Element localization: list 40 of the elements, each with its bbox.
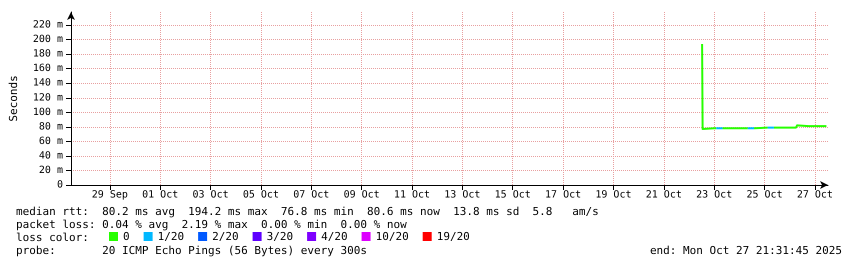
x-tick-label: 29 Sep — [92, 190, 128, 200]
x-tick-label: 07 Oct — [293, 190, 330, 200]
y-tick-label: 60 m — [38, 136, 63, 147]
y-tick-label: 80 m — [38, 121, 63, 132]
legend-label: 0 — [123, 230, 130, 243]
legend-label: 3/20 — [266, 230, 294, 243]
y-tick-label: 100 m — [32, 106, 63, 118]
x-tick-label: 05 Oct — [242, 190, 279, 200]
x-tick-label: 25 Oct — [746, 190, 783, 200]
x-tick-label: 01 Oct — [142, 190, 178, 200]
x-tick-label: 15 Oct — [494, 190, 531, 200]
x-tick-label: 21 Oct — [646, 190, 682, 200]
x-tick-label: 19 Oct — [595, 190, 632, 200]
y-tick-label: 220 m — [32, 20, 63, 31]
text: packet loss: 0.04 % avg 2.19 % max 0.00 % min 0.00 % now — [16, 218, 407, 231]
text: end: Mon Oct 27 21:31:45 2025 — [650, 244, 842, 257]
legend-label: 10/20 — [376, 230, 409, 243]
legend-label: 19/20 — [436, 230, 470, 243]
legend-label: 2/20 — [212, 230, 239, 243]
y-tick-label: 180 m — [32, 48, 63, 60]
x-tick-label: 03 Oct — [192, 190, 229, 200]
y-tick-label: 40 m — [38, 150, 63, 162]
x-tick-label: 09 Oct — [344, 190, 380, 200]
legend-label: 1/20 — [158, 230, 184, 243]
y-tick-label: 160 m — [32, 63, 63, 74]
y-tick-label: 200 m — [32, 34, 63, 46]
y-tick-label: 140 m — [32, 78, 63, 89]
x-tick-label: 17 Oct — [545, 190, 582, 200]
text: probe: 20 ICMP Echo Pings (56 Bytes) every 300s — [16, 244, 367, 257]
x-tick-label: 23 Oct — [696, 190, 732, 200]
legend-title: loss color: — [16, 231, 89, 244]
y-axis-title: Seconds — [7, 75, 20, 122]
y-tick-label: 120 m — [32, 92, 63, 104]
text: median rtt: 80.2 ms avg 194.2 ms max 76.8 ms min 80.6 ms now 13.8 ms sd 5.8 am/s — [16, 205, 599, 218]
legend-label: 4/20 — [321, 230, 348, 243]
x-tick-label: 11 Oct — [394, 190, 430, 200]
y-tick-label: 20 m — [38, 164, 63, 176]
x-tick-label: 13 Oct — [444, 190, 480, 200]
y-tick-label: 0 — [56, 180, 63, 190]
x-tick-label: 27 Oct — [796, 190, 833, 200]
